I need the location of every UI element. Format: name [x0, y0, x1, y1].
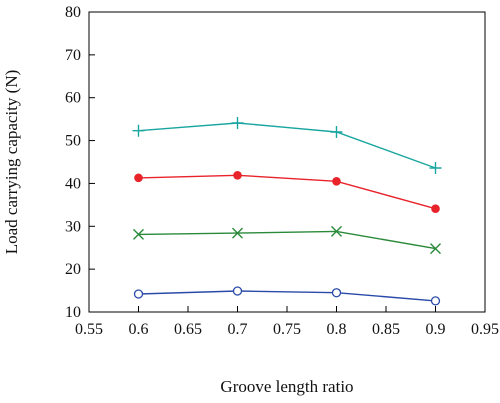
y-tick-label: 30	[65, 218, 81, 235]
tick-labels: 0.55 0.6 0.65 0.7 0.75 0.8 0.85 0.9 0.95 10 20 30 40…	[65, 4, 499, 338]
y-tick-label: 20	[65, 261, 81, 278]
x-tick-label: 0.6	[129, 321, 149, 338]
series-4	[133, 286, 441, 306]
x-tick-label: 0.9	[426, 321, 446, 338]
series-3-point	[133, 228, 144, 240]
series-2-point	[431, 204, 440, 214]
series-3-point	[430, 243, 441, 255]
y-tick-label: 80	[65, 4, 81, 21]
y-tick-label: 10	[65, 304, 81, 321]
series-3-point	[331, 225, 342, 237]
x-tick-label: 0.55	[75, 321, 103, 338]
series-1-point	[330, 126, 343, 138]
x-tick-label: 0.85	[372, 321, 400, 338]
x-tick-label: 0.75	[273, 321, 301, 338]
plot-area-frame	[88, 11, 486, 313]
series-3	[133, 225, 441, 255]
series-2-point	[332, 176, 341, 186]
x-tick-label: 0.7	[228, 321, 248, 338]
series-2-point	[233, 170, 242, 180]
series-1	[132, 117, 442, 174]
series-4-point	[232, 286, 243, 296]
x-tick-label: 0.8	[327, 321, 347, 338]
series-layer	[132, 117, 442, 306]
x-tick-label: 0.95	[471, 321, 499, 338]
series-4-point	[331, 288, 342, 298]
series-3-line	[138, 230, 436, 250]
series-4-point	[430, 296, 441, 306]
series-1-point	[132, 124, 145, 137]
series-1-point	[231, 117, 244, 129]
y-tick-label: 50	[65, 133, 81, 150]
series-2-line	[138, 174, 436, 210]
series-2-point	[134, 173, 143, 183]
series-1-point	[429, 162, 442, 174]
series-1-line	[138, 122, 436, 169]
x-axis-title: Groove length ratio	[220, 377, 353, 396]
y-tick-label: 70	[65, 47, 81, 64]
axis-ticks	[88, 11, 486, 313]
series-4-line	[138, 290, 436, 302]
series-4-point	[133, 289, 144, 299]
x-tick-label: 0.65	[174, 321, 202, 338]
y-tick-label: 40	[65, 175, 81, 192]
y-tick-label: 60	[65, 90, 81, 107]
series-3-point	[232, 227, 243, 239]
series-2	[134, 170, 440, 214]
y-axis-title: Load carrying capacity (N)	[2, 70, 21, 255]
